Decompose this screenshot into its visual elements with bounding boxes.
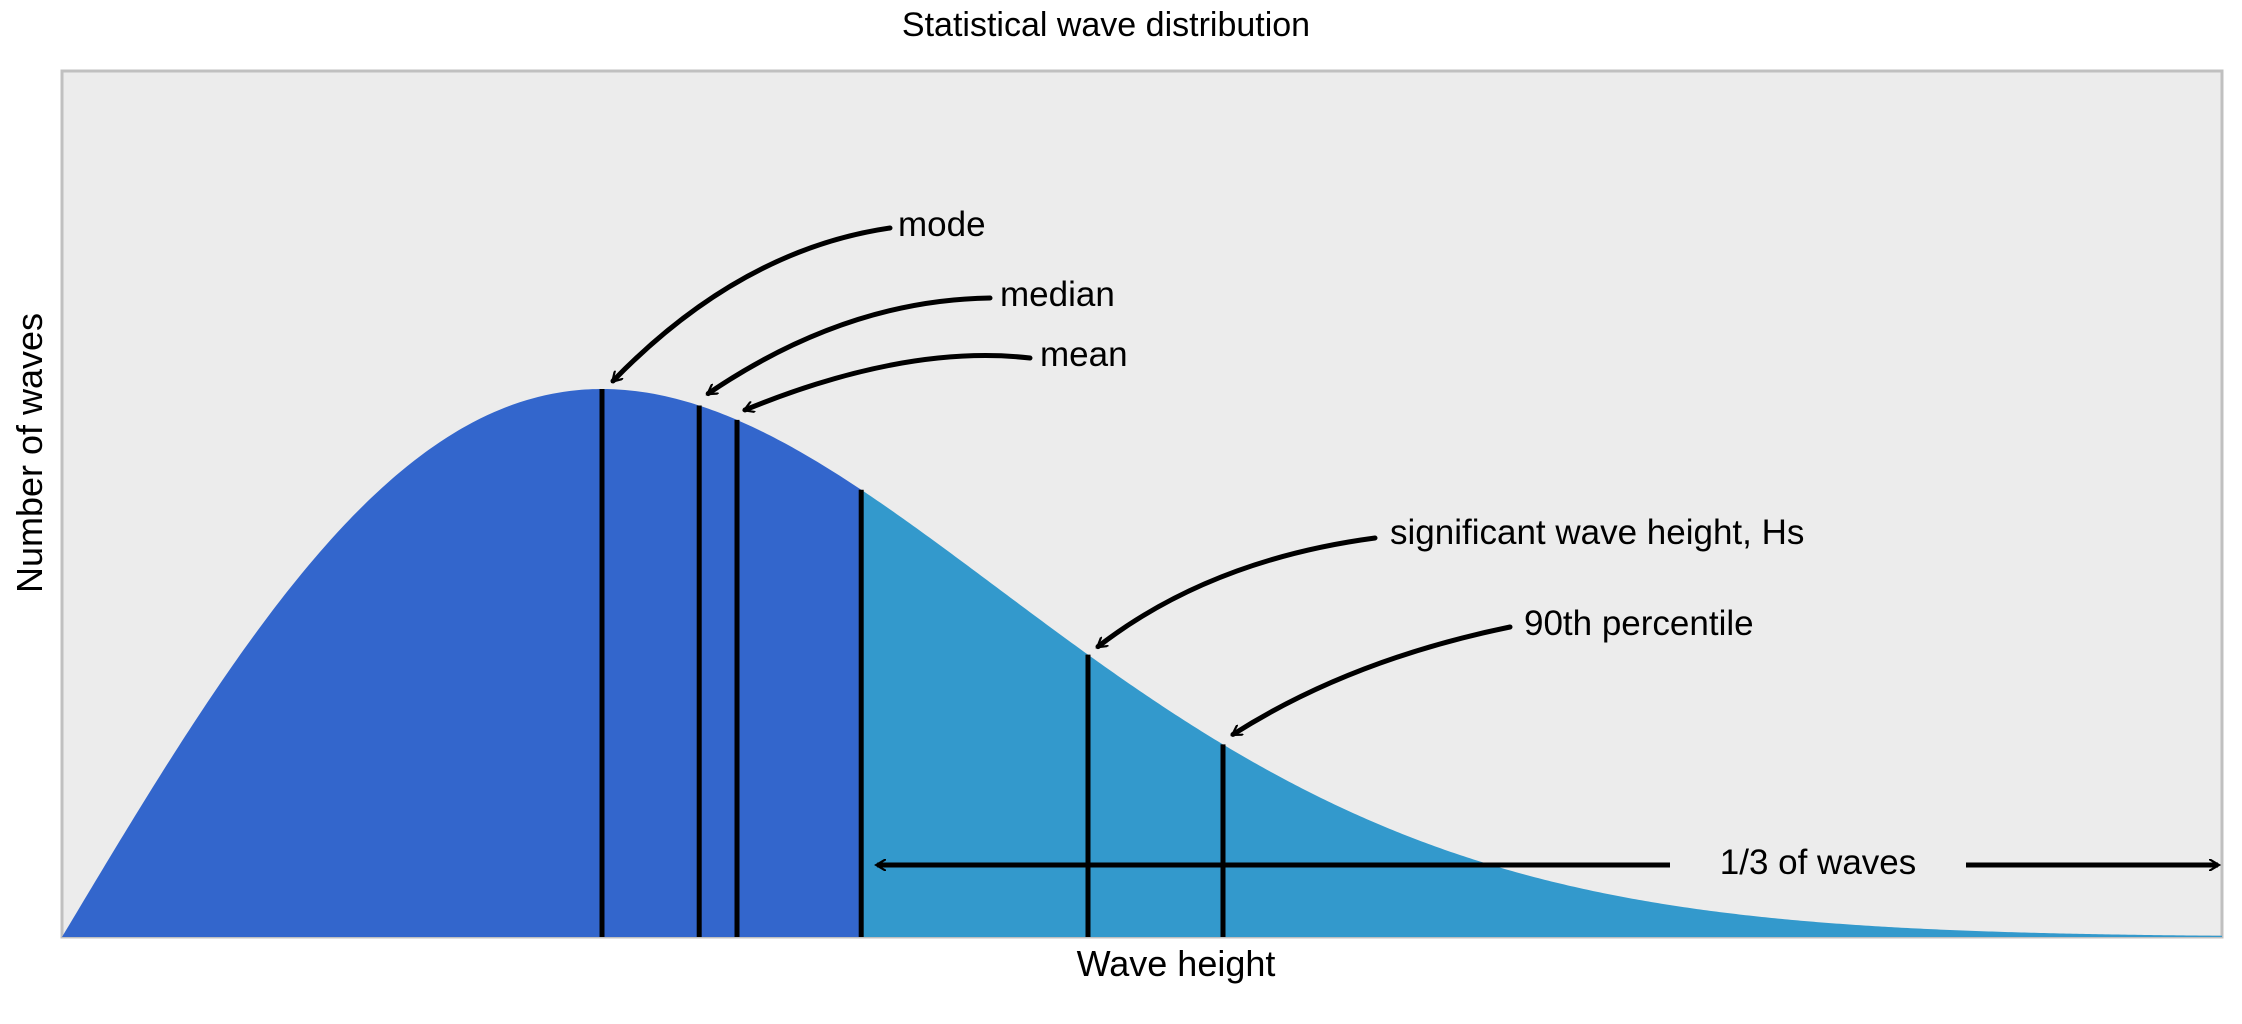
p90-label: 90th percentile (1524, 604, 1754, 643)
marker-lines (599, 389, 1226, 937)
mean-label: mean (1040, 335, 1128, 374)
median-label: median (1000, 275, 1115, 314)
hs-label: significant wave height, Hs (1390, 513, 1804, 552)
distribution-fill (62, 389, 2223, 937)
lower-two-thirds-area (62, 389, 862, 937)
mode-arrow (610, 225, 893, 384)
one-third-label: 1/3 of waves (1720, 843, 1917, 882)
p90-arrow (1233, 624, 1513, 737)
hs-arrow (1095, 535, 1378, 650)
y-axis-label: Number of waves (9, 313, 50, 593)
median-arrow (708, 295, 993, 397)
x-axis-label: Wave height (1077, 943, 1276, 984)
mode-label: mode (898, 205, 986, 244)
annotation-arrows (610, 225, 2218, 865)
chart-title: Statistical wave distribution (902, 6, 1310, 44)
upper-one-third-area (861, 489, 2223, 937)
mean-arrow (745, 353, 1033, 410)
